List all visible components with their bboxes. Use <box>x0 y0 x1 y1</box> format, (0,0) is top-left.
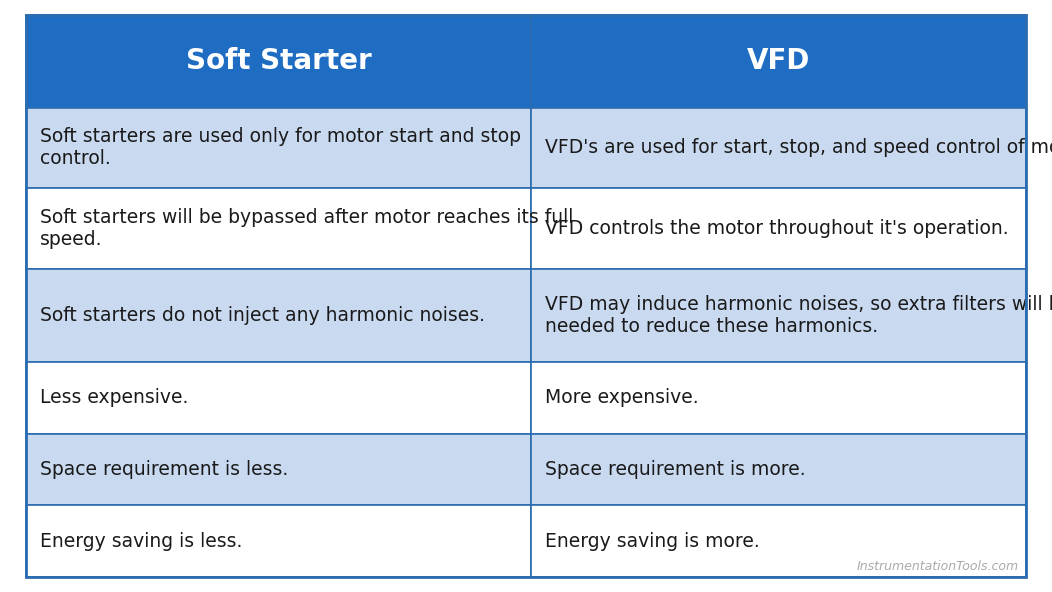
Bar <box>531 269 1026 362</box>
Text: VFD controls the motor throughout it's operation.: VFD controls the motor throughout it's o… <box>545 219 1008 238</box>
Bar <box>531 108 1026 188</box>
Bar <box>531 506 1026 577</box>
Bar <box>26 108 531 188</box>
Bar <box>26 15 531 108</box>
Text: More expensive.: More expensive. <box>545 388 699 407</box>
Bar <box>531 15 1026 108</box>
Text: Space requirement is more.: Space requirement is more. <box>545 460 805 479</box>
Text: Space requirement is less.: Space requirement is less. <box>40 460 288 479</box>
Bar <box>26 433 531 506</box>
Text: VFD's are used for start, stop, and speed control of motor.: VFD's are used for start, stop, and spee… <box>545 139 1052 157</box>
Text: Soft starters are used only for motor start and stop
control.: Soft starters are used only for motor st… <box>40 127 521 168</box>
Bar <box>531 362 1026 433</box>
Text: Soft starters will be bypassed after motor reaches its full
speed.: Soft starters will be bypassed after mot… <box>40 208 573 249</box>
Bar <box>531 433 1026 506</box>
Text: Energy saving is more.: Energy saving is more. <box>545 532 760 551</box>
Text: Soft starters do not inject any harmonic noises.: Soft starters do not inject any harmonic… <box>40 306 485 325</box>
Bar <box>26 362 531 433</box>
Text: VFD may induce harmonic noises, so extra filters will be
needed to reduce these : VFD may induce harmonic noises, so extra… <box>545 295 1052 336</box>
Bar <box>531 188 1026 269</box>
Text: Soft Starter: Soft Starter <box>186 47 371 75</box>
Text: Energy saving is less.: Energy saving is less. <box>40 532 242 551</box>
Bar <box>26 188 531 269</box>
Text: Less expensive.: Less expensive. <box>40 388 188 407</box>
Bar <box>26 506 531 577</box>
Text: InstrumentationTools.com: InstrumentationTools.com <box>856 560 1018 573</box>
Text: VFD: VFD <box>747 47 810 75</box>
Bar <box>26 269 531 362</box>
